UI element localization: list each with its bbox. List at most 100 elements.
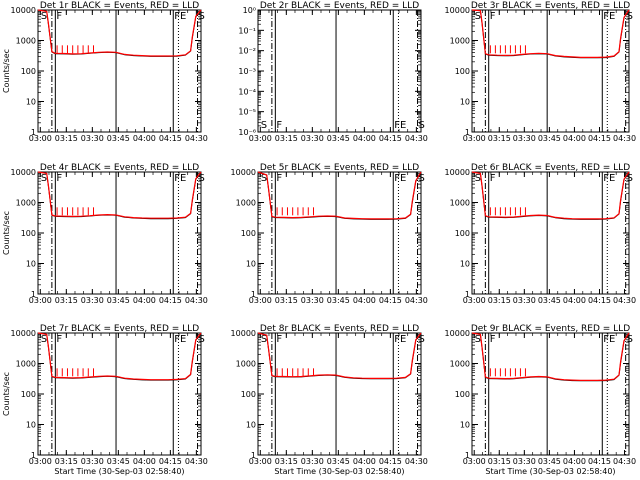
plot-frame [37, 9, 202, 133]
flag-label: S [199, 11, 205, 22]
flag-label: FE [174, 334, 186, 345]
flag-label: S [199, 173, 205, 184]
x-tick-label: 04:00 [353, 296, 376, 305]
flag-label: F [490, 11, 496, 22]
x-axis-label: Start Time (30-Sep-03 02:58:40) [274, 467, 404, 476]
flag-label: S [475, 11, 481, 22]
flag-label: S [261, 334, 267, 345]
panel-title: Det 3r BLACK = Events, RED = LLD [471, 1, 630, 11]
x-tick-label: 04:30 [405, 296, 428, 305]
y-tick-label: 1000 [236, 199, 256, 208]
plot-frame [37, 332, 202, 456]
flag-label: FE [603, 173, 615, 184]
x-tick-label: 03:00 [29, 296, 52, 305]
x-tick-label: 04:00 [133, 296, 156, 305]
y-tick-label: 1000 [16, 360, 36, 369]
y-tick-label: 10 [26, 98, 36, 107]
y-tick-label: 1000 [450, 360, 470, 369]
flag-label: F [56, 334, 62, 345]
x-tick-label: 04:30 [405, 457, 428, 466]
x-tick-label: 04:00 [133, 134, 156, 143]
y-tick-label: 1 [251, 451, 256, 460]
flag-label: F [490, 334, 496, 345]
x-tick-label: 03:45 [538, 457, 561, 466]
flag-label: FE [394, 120, 406, 131]
detector-panel-5: Det 5r BLACK = Events, RED = LLD 1 10 100 10… [231, 163, 428, 305]
flag-label: S [41, 173, 47, 184]
x-tick-label: 04:30 [613, 134, 636, 143]
y-tick-label: 100 [21, 229, 36, 238]
x-tick-label: 03:30 [513, 457, 536, 466]
flag-label: FE [603, 11, 615, 22]
x-tick-label: 04:15 [159, 296, 182, 305]
detector-panel-4: Det 4r BLACK = Events, RED = LLD 1 10 100 10… [2, 163, 208, 305]
x-tick-label: 03:00 [29, 134, 52, 143]
y-tick-label: 10 [460, 260, 470, 269]
flag-label: S [475, 173, 481, 184]
x-tick-label: 04:15 [159, 457, 182, 466]
detector-panel-6: Det 6r BLACK = Events, RED = LLD 1 10 100 10… [445, 163, 637, 305]
y-tick-label: 1000 [450, 199, 470, 208]
y-tick-label: 1 [31, 128, 36, 137]
y-tick-label: 1 [31, 451, 36, 460]
plot-frame [471, 171, 630, 295]
x-tick-label: 03:45 [107, 457, 130, 466]
y-tick-label: 100 [241, 229, 256, 238]
flag-label: F [276, 334, 282, 345]
x-tick-label: 04:00 [563, 457, 586, 466]
x-tick-label: 03:00 [463, 457, 486, 466]
x-tick-label: 03:00 [29, 457, 52, 466]
lld-series-line [257, 171, 422, 220]
x-tick-label: 03:30 [301, 296, 324, 305]
x-tick-label: 03:30 [301, 457, 324, 466]
detector-panel-1: Det 1r BLACK = Events, RED = LLD 1 10 100 10… [2, 1, 208, 143]
y-axis-label: Counts/sec [2, 372, 11, 416]
y-tick-label: 100 [455, 390, 470, 399]
y-tick-label: 1 [31, 290, 36, 299]
detector-panel-8: Det 8r BLACK = Events, RED = LLD 1 10 100 10… [231, 324, 428, 476]
flag-label: S [627, 334, 633, 345]
x-tick-label: 03:00 [463, 134, 486, 143]
flag-label: F [56, 173, 62, 184]
x-axis-label: Start Time (30-Sep-03 02:58:40) [54, 467, 184, 476]
detector-panel-9: Det 9r BLACK = Events, RED = LLD 1 10 100 10… [445, 324, 637, 476]
y-tick-label: 1000 [236, 360, 256, 369]
x-tick-label: 04:00 [353, 134, 376, 143]
y-tick-label: 1 [465, 128, 470, 137]
y-tick-label: 10⁻⁴ [238, 87, 256, 96]
y-tick-label: 10000 [11, 329, 36, 338]
plot-frame [471, 332, 630, 456]
y-tick-label: 10 [26, 260, 36, 269]
flag-label: FE [174, 11, 186, 22]
plot-frame [37, 171, 202, 295]
flag-label: FE [394, 173, 406, 184]
x-tick-label: 04:30 [185, 134, 208, 143]
y-tick-label: 10 [246, 421, 256, 430]
y-tick-label: 10 [460, 98, 470, 107]
flag-label: FE [394, 334, 406, 345]
y-tick-label: 10 [26, 421, 36, 430]
plot-frame [471, 9, 630, 133]
y-tick-label: 100 [21, 67, 36, 76]
plot-frame [257, 171, 422, 295]
panel-title: Det 6r BLACK = Events, RED = LLD [471, 163, 630, 173]
lld-series-line [37, 332, 202, 381]
x-tick-label: 04:15 [588, 296, 611, 305]
lld-series-line [257, 332, 422, 379]
lld-series-line [471, 171, 630, 220]
y-tick-label: 10000 [445, 168, 470, 177]
x-tick-label: 03:45 [327, 457, 350, 466]
x-tick-label: 03:15 [488, 457, 511, 466]
x-tick-label: 03:45 [538, 134, 561, 143]
flag-label: S [261, 120, 267, 131]
x-tick-label: 03:30 [513, 134, 536, 143]
x-tick-label: 03:15 [275, 134, 298, 143]
x-tick-label: 04:15 [588, 457, 611, 466]
y-axis-label: Counts/sec [2, 49, 11, 93]
flag-label: S [419, 120, 425, 131]
y-tick-label: 10000 [11, 168, 36, 177]
x-tick-label: 03:30 [81, 296, 104, 305]
x-tick-label: 04:15 [379, 134, 402, 143]
y-tick-label: 1000 [16, 199, 36, 208]
y-tick-label: 10000 [11, 6, 36, 15]
